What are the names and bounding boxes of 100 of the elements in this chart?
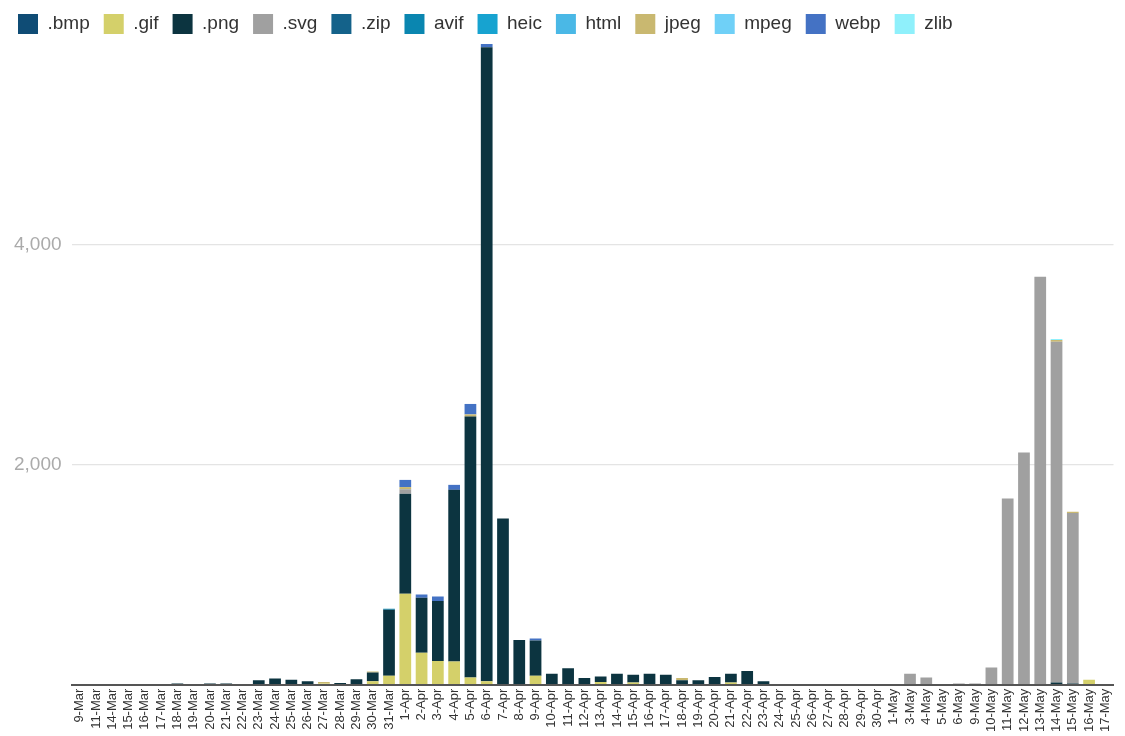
x-tick-label: 9-May: [966, 688, 982, 725]
x-tick-label: 11-Apr: [559, 687, 575, 727]
x-tick-label: 17-May: [1096, 688, 1112, 733]
x-tick-label: 14-Apr: [608, 687, 624, 728]
x-tick-label: 25-Apr: [787, 687, 803, 728]
bar: [676, 678, 688, 681]
legend-label: .bmp: [47, 12, 90, 34]
x-tick-label: 13-Apr: [592, 687, 608, 728]
bar: [659, 674, 672, 685]
x-tick-label: 20-Apr: [706, 687, 722, 728]
bar: [480, 44, 493, 48]
x-tick-label: 21-Mar: [217, 687, 233, 730]
x-tick-label: 11-May: [999, 688, 1015, 732]
x-tick-label: 23-Mar: [250, 687, 266, 730]
y-tick-label: 2,000: [14, 452, 62, 474]
x-tick-label: 8-Apr: [510, 687, 526, 721]
x-tick-label: 16-May: [1080, 688, 1096, 733]
legend-label: avif: [433, 12, 465, 34]
bar: [1018, 452, 1030, 685]
x-tick-label: 17-Mar: [152, 687, 168, 730]
bar: [708, 676, 721, 685]
x-tick-label: 18-Apr: [673, 687, 689, 728]
bar: [594, 676, 607, 682]
bar: [627, 674, 640, 683]
x-tick-label: 21-Apr: [722, 687, 738, 728]
x-tick-label: 9-Mar: [71, 687, 87, 723]
bar: [480, 681, 493, 685]
x-tick-label: 30-Mar: [364, 687, 380, 730]
bar: [415, 652, 428, 685]
bar: [399, 479, 412, 488]
legend-label: .gif: [133, 12, 160, 34]
bar: [252, 680, 265, 685]
bar: [676, 680, 688, 685]
x-tick-label: 4-Apr: [445, 687, 461, 721]
x-tick-label: 20-Mar: [201, 687, 217, 730]
x-tick-label: 10-Apr: [543, 687, 559, 728]
x-tick-label: 22-Mar: [234, 687, 250, 730]
bar: [578, 678, 591, 685]
bar: [432, 600, 444, 661]
x-tick-label: 3-May: [901, 688, 917, 725]
x-tick-label: 1-May: [885, 688, 901, 725]
bar: [285, 679, 298, 685]
x-tick-label: 18-Mar: [168, 687, 184, 730]
bar: [415, 597, 428, 653]
bar: [1001, 498, 1014, 685]
x-tick-label: 7-Apr: [494, 687, 510, 721]
legend-label: html: [585, 12, 622, 34]
x-tick-label: 1-Apr: [396, 687, 412, 721]
bar: [497, 518, 509, 685]
legend-label: .zip: [360, 12, 391, 34]
bar: [611, 673, 623, 685]
bar: [464, 414, 477, 417]
y-tick-label: 4,000: [14, 232, 62, 254]
x-tick-label: 5-Apr: [462, 687, 477, 721]
x-tick-label: 27-Apr: [820, 687, 836, 728]
x-tick-label: 23-Apr: [755, 687, 771, 728]
x-tick-label: 19-Mar: [185, 687, 201, 730]
bar: [1034, 276, 1047, 685]
x-tick-label: 29-Apr: [852, 687, 868, 728]
bar: [480, 47, 493, 682]
x-tick-label: 3-Apr: [429, 687, 445, 721]
legend-label: heic: [507, 12, 542, 34]
x-tick-label: 10-May: [982, 688, 998, 733]
x-tick-label: 12-Apr: [575, 687, 591, 728]
x-tick-label: 27-Mar: [315, 687, 331, 730]
legend-label: zlib: [924, 12, 953, 34]
bar: [448, 489, 460, 662]
bar: [643, 673, 656, 685]
bar: [383, 609, 395, 676]
bar: [415, 594, 428, 598]
x-tick-label: 16-Mar: [136, 687, 152, 730]
x-tick-label: 16-Apr: [641, 687, 657, 728]
bar: [399, 593, 412, 685]
bar: [399, 493, 412, 594]
bar: [920, 677, 933, 685]
bar: [985, 667, 998, 685]
bar: [464, 416, 477, 678]
bar: [529, 638, 542, 641]
bar: [529, 675, 542, 685]
x-tick-label: 14-May: [1048, 688, 1064, 733]
x-tick-label: 12-May: [1015, 688, 1031, 733]
bar: [432, 660, 444, 685]
bar: [399, 489, 412, 494]
bar: [1083, 679, 1095, 685]
legend-label: .svg: [282, 12, 318, 34]
x-tick-label: 29-Mar: [348, 687, 364, 730]
bar: [448, 661, 460, 685]
x-tick-label: 24-Mar: [266, 687, 282, 730]
x-tick-label: 31-Mar: [380, 687, 396, 730]
bar: [1050, 341, 1063, 683]
bar: [545, 673, 558, 685]
bar: [1066, 512, 1079, 684]
bar: [383, 675, 395, 685]
bar: [448, 484, 460, 490]
bar: [529, 640, 542, 676]
bar: [692, 680, 705, 685]
x-tick-label: 11-Mar: [87, 687, 103, 729]
bar: [366, 681, 379, 685]
bar: [432, 596, 444, 601]
x-tick-label: 26-Mar: [299, 687, 315, 730]
